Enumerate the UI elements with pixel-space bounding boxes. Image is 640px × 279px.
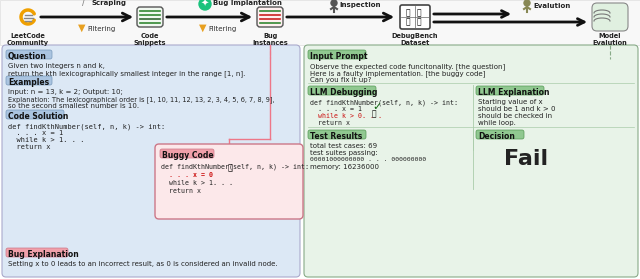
- Text: should be checked in: should be checked in: [478, 113, 552, 119]
- Text: def findKthNumber(self, n, k) -> int:: def findKthNumber(self, n, k) -> int:: [310, 99, 458, 105]
- Text: Input: n = 13, k = 2; Output: 10;: Input: n = 13, k = 2; Output: 10;: [8, 89, 123, 95]
- Text: while k > 1. . .: while k > 1. . .: [161, 180, 233, 186]
- FancyBboxPatch shape: [476, 86, 544, 95]
- FancyBboxPatch shape: [155, 144, 303, 219]
- FancyBboxPatch shape: [400, 5, 430, 29]
- Text: while k > 0. . .: while k > 0. . .: [310, 113, 382, 119]
- Text: Examples: Examples: [8, 78, 49, 87]
- Text: ▼: ▼: [199, 23, 207, 33]
- Text: ✓: ✓: [372, 102, 381, 112]
- Text: while loop.: while loop.: [478, 120, 516, 126]
- Text: Given two integers n and k,: Given two integers n and k,: [8, 63, 105, 69]
- Text: Code Solution: Code Solution: [8, 112, 68, 121]
- Text: LLM Explanation: LLM Explanation: [478, 88, 550, 97]
- Text: Input Prompt: Input Prompt: [310, 52, 367, 61]
- FancyBboxPatch shape: [304, 45, 638, 277]
- Text: . . . x = 1: . . . x = 1: [310, 106, 362, 112]
- FancyBboxPatch shape: [6, 248, 68, 257]
- FancyBboxPatch shape: [137, 7, 163, 27]
- Text: LeetCode
Community: LeetCode Community: [7, 33, 49, 46]
- FancyBboxPatch shape: [160, 149, 214, 158]
- Text: Here is a faulty implementation. [the buggy code]: Here is a faulty implementation. [the bu…: [310, 70, 485, 77]
- Text: Test Results: Test Results: [310, 132, 362, 141]
- Text: LLM Debugging: LLM Debugging: [310, 88, 378, 97]
- Text: total test cases: 69: total test cases: 69: [310, 143, 377, 149]
- Text: 🐞: 🐞: [417, 8, 421, 18]
- Text: Observe the expected code funcitonality. [the question]: Observe the expected code funcitonality.…: [310, 63, 505, 70]
- Circle shape: [524, 0, 530, 6]
- FancyBboxPatch shape: [6, 76, 52, 85]
- FancyBboxPatch shape: [308, 50, 366, 59]
- Text: Buggy Code: Buggy Code: [162, 151, 214, 160]
- FancyBboxPatch shape: [592, 3, 628, 31]
- FancyBboxPatch shape: [6, 50, 52, 59]
- Text: 🐛: 🐛: [406, 8, 410, 18]
- Text: should be 1 and k > 0: should be 1 and k > 0: [478, 106, 556, 112]
- FancyBboxPatch shape: [308, 86, 376, 95]
- Text: Manual
Inspection: Manual Inspection: [339, 0, 381, 8]
- Text: DebugBench
Dataset: DebugBench Dataset: [392, 33, 438, 46]
- Text: ▼: ▼: [78, 23, 86, 33]
- Text: def findKthNumber(self, n, k) -> int:: def findKthNumber(self, n, k) -> int:: [161, 164, 309, 170]
- Text: Starting value of x: Starting value of x: [478, 99, 543, 105]
- Text: /: /: [83, 0, 86, 7]
- Text: Setting x to 0 leads to an incorrect result, as 0 is considered an invalid node.: Setting x to 0 leads to an incorrect res…: [8, 261, 278, 267]
- Text: so the second smallest number is 10.: so the second smallest number is 10.: [8, 103, 139, 109]
- Text: Bug Explanation: Bug Explanation: [8, 250, 79, 259]
- Circle shape: [331, 0, 337, 6]
- Text: return x: return x: [8, 144, 51, 150]
- Text: 🐛: 🐛: [406, 18, 410, 27]
- Text: ✦: ✦: [201, 0, 209, 9]
- Text: Bug Implantation: Bug Implantation: [213, 0, 282, 6]
- FancyBboxPatch shape: [476, 130, 524, 139]
- Text: Explanation: The lexicographical order is [1, 10, 11, 12, 13, 2, 3, 4, 5, 6, 7, : Explanation: The lexicographical order i…: [8, 96, 275, 103]
- FancyBboxPatch shape: [257, 7, 283, 27]
- Text: while k > 1. . .: while k > 1. . .: [8, 137, 84, 143]
- FancyBboxPatch shape: [308, 130, 366, 139]
- Text: Code
Snippets: Code Snippets: [134, 33, 166, 46]
- Text: Filtering: Filtering: [87, 26, 115, 32]
- Text: . . . x = 1: . . . x = 1: [8, 130, 63, 136]
- Text: Human
Evalution: Human Evalution: [533, 0, 570, 8]
- Text: Question: Question: [8, 52, 47, 61]
- Text: 00001000000000 . . . 000000000: 00001000000000 . . . 000000000: [310, 157, 426, 162]
- Text: return x: return x: [310, 120, 350, 126]
- Text: 🐞: 🐞: [417, 18, 421, 27]
- Text: Filtering: Filtering: [208, 26, 236, 32]
- Text: test suites passing:: test suites passing:: [310, 150, 378, 156]
- FancyBboxPatch shape: [2, 45, 300, 277]
- Text: Fail: Fail: [504, 149, 548, 169]
- Text: Model
Evalution: Model Evalution: [593, 33, 627, 46]
- Text: . . . x = 0: . . . x = 0: [161, 172, 213, 178]
- Text: 🐛: 🐛: [372, 109, 376, 118]
- Bar: [0, 0, 640, 45]
- Text: Decision: Decision: [478, 132, 515, 141]
- Text: Bug
Instances: Bug Instances: [252, 33, 288, 46]
- Text: Scraping: Scraping: [91, 0, 126, 6]
- Text: Can you fix it up?: Can you fix it up?: [310, 77, 371, 83]
- Text: return the kth lexicographically smallest integer in the range [1, n].: return the kth lexicographically smalles…: [8, 70, 245, 77]
- Text: memory: 16236000: memory: 16236000: [310, 164, 379, 170]
- FancyBboxPatch shape: [6, 110, 64, 119]
- Text: 🐛: 🐛: [227, 163, 232, 172]
- Circle shape: [199, 0, 211, 10]
- Text: return x: return x: [161, 188, 201, 194]
- Text: def findKthNumber(self, n, k) -> int:: def findKthNumber(self, n, k) -> int:: [8, 123, 165, 129]
